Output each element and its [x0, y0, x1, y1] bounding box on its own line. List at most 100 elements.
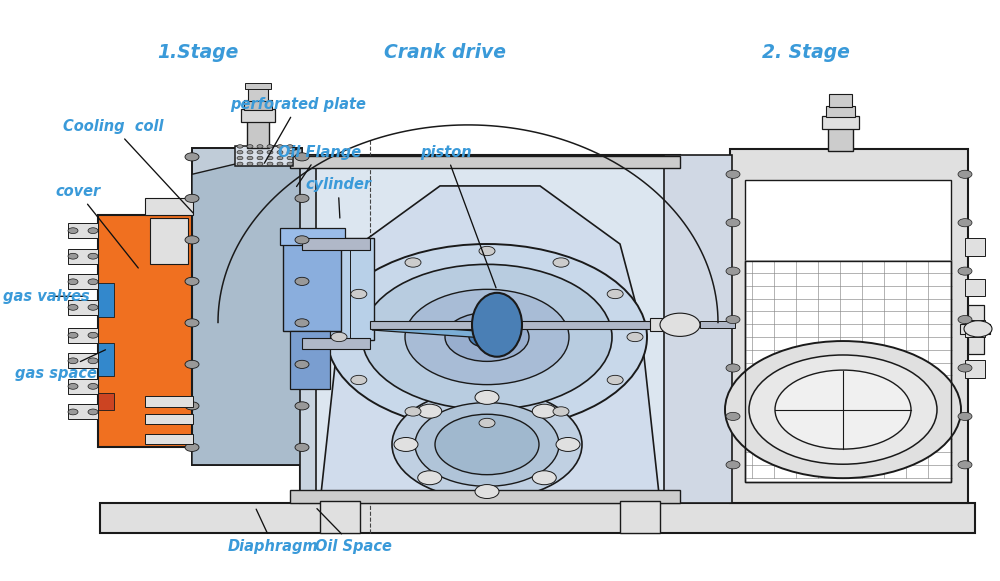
Bar [145, 434, 193, 444]
Circle shape [68, 409, 78, 415]
Circle shape [532, 404, 556, 418]
Text: Diaphragm: Diaphragm [228, 509, 319, 554]
Circle shape [185, 360, 199, 368]
Bar [98, 393, 114, 410]
Bar [700, 321, 735, 328]
Circle shape [958, 364, 972, 372]
Bar [826, 106, 855, 117]
Circle shape [958, 315, 972, 324]
Bar [302, 238, 374, 340]
Polygon shape [320, 186, 660, 503]
Bar [98, 215, 192, 447]
Bar [68, 249, 98, 264]
Bar [302, 238, 370, 250]
Circle shape [607, 375, 623, 385]
Bar [300, 155, 316, 503]
Circle shape [295, 194, 309, 202]
Bar [968, 305, 984, 354]
Circle shape [327, 244, 647, 430]
Circle shape [237, 150, 243, 154]
Polygon shape [372, 324, 495, 338]
Bar [965, 360, 985, 378]
Circle shape [185, 402, 199, 410]
Circle shape [726, 364, 740, 372]
Bar [68, 328, 98, 343]
Circle shape [88, 383, 98, 389]
Circle shape [295, 319, 309, 327]
Ellipse shape [472, 293, 522, 357]
Circle shape [257, 145, 263, 148]
Circle shape [475, 390, 499, 404]
Circle shape [726, 315, 740, 324]
Circle shape [532, 471, 556, 485]
Bar [283, 244, 341, 331]
Bar [320, 501, 360, 533]
Bar [829, 94, 852, 107]
Circle shape [775, 370, 911, 449]
Bar [965, 320, 985, 337]
Circle shape [362, 264, 612, 410]
Circle shape [68, 304, 78, 310]
Text: gas valves: gas valves [3, 289, 90, 304]
Circle shape [749, 355, 937, 464]
Text: cover: cover [55, 184, 138, 268]
Circle shape [958, 170, 972, 178]
Text: gas space: gas space [15, 350, 105, 381]
Bar [302, 244, 370, 337]
Circle shape [68, 228, 78, 234]
Circle shape [88, 279, 98, 285]
Bar [235, 146, 293, 166]
Circle shape [469, 327, 505, 347]
Circle shape [418, 404, 442, 418]
Circle shape [88, 228, 98, 234]
Circle shape [287, 156, 293, 160]
Bar [145, 414, 193, 424]
Circle shape [331, 332, 347, 342]
Text: Cooling  coll: Cooling coll [63, 119, 193, 213]
Circle shape [68, 383, 78, 389]
Circle shape [237, 145, 243, 148]
Circle shape [68, 358, 78, 364]
Circle shape [247, 156, 253, 160]
Circle shape [295, 402, 309, 410]
Circle shape [257, 162, 263, 166]
Text: Crank drive: Crank drive [384, 43, 506, 62]
Circle shape [958, 461, 972, 469]
Bar [248, 88, 268, 101]
Circle shape [394, 437, 418, 451]
Bar [650, 318, 675, 331]
Circle shape [479, 246, 495, 256]
Circle shape [405, 407, 421, 416]
Bar [68, 300, 98, 315]
Circle shape [237, 162, 243, 166]
Bar [241, 109, 275, 122]
Circle shape [295, 360, 309, 368]
Circle shape [267, 145, 273, 148]
Circle shape [287, 150, 293, 154]
Bar [145, 396, 193, 407]
Circle shape [553, 407, 569, 416]
Circle shape [68, 279, 78, 285]
Circle shape [405, 289, 569, 385]
Circle shape [295, 277, 309, 285]
Bar [290, 490, 680, 503]
Text: Oil Flange: Oil Flange [278, 145, 361, 187]
Circle shape [479, 418, 495, 428]
Circle shape [295, 236, 309, 244]
Circle shape [88, 409, 98, 415]
Circle shape [88, 304, 98, 310]
Circle shape [237, 156, 243, 160]
Circle shape [88, 332, 98, 338]
Bar [290, 331, 330, 389]
Bar [730, 149, 968, 503]
Circle shape [185, 153, 199, 161]
Bar [98, 283, 114, 317]
Circle shape [418, 471, 442, 485]
Bar [745, 261, 951, 482]
Bar [300, 155, 680, 503]
Bar [290, 156, 680, 168]
Circle shape [247, 145, 253, 148]
Circle shape [958, 218, 972, 227]
Circle shape [556, 437, 580, 451]
Text: 1.Stage: 1.Stage [157, 43, 238, 62]
